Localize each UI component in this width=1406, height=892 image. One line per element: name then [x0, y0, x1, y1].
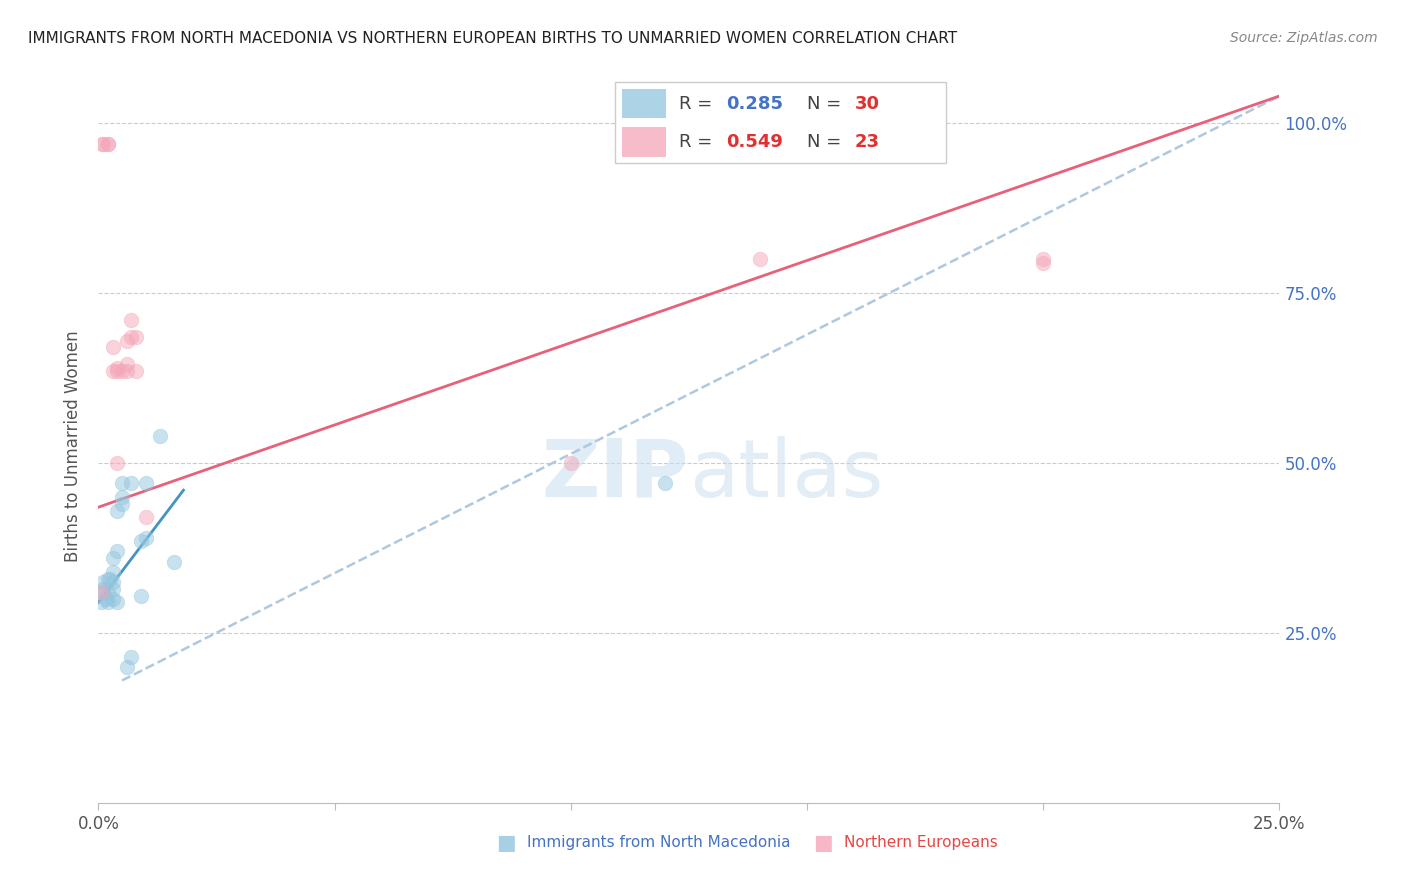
Point	[97, 585, 120, 599]
Point	[105, 456, 128, 470]
Point	[115, 660, 138, 674]
Point	[560, 456, 582, 470]
Point	[1032, 255, 1054, 269]
Point	[115, 364, 138, 378]
Point	[91, 585, 114, 599]
Text: IMMIGRANTS FROM NORTH MACEDONIA VS NORTHERN EUROPEAN BIRTHS TO UNMARRIED WOMEN C: IMMIGRANTS FROM NORTH MACEDONIA VS NORTH…	[28, 31, 957, 46]
Point	[111, 497, 134, 511]
Point	[129, 534, 152, 549]
Point	[748, 252, 770, 266]
Point	[111, 364, 134, 378]
Point	[135, 531, 157, 545]
Point	[129, 589, 152, 603]
Point	[101, 364, 124, 378]
Point	[105, 503, 128, 517]
Point	[105, 364, 128, 378]
Point	[115, 358, 138, 372]
Text: 0.549: 0.549	[727, 133, 783, 151]
Text: N =: N =	[807, 133, 848, 151]
Text: 30: 30	[855, 95, 880, 112]
Text: 0.285: 0.285	[727, 95, 783, 112]
Text: R =: R =	[679, 95, 718, 112]
Point	[121, 476, 143, 491]
Point	[115, 334, 138, 348]
Point	[111, 476, 134, 491]
Point	[94, 591, 117, 606]
Text: N =: N =	[807, 95, 848, 112]
Point	[101, 582, 124, 596]
Text: atlas: atlas	[689, 435, 883, 514]
Point	[121, 313, 143, 327]
Point	[101, 591, 124, 606]
Point	[135, 476, 157, 491]
Point	[91, 574, 114, 589]
Point	[91, 136, 114, 151]
Point	[101, 574, 124, 589]
Text: ■: ■	[813, 833, 832, 853]
Point	[90, 585, 112, 599]
Point	[163, 555, 186, 569]
Text: ZIP: ZIP	[541, 435, 689, 514]
FancyBboxPatch shape	[621, 127, 665, 157]
Point	[90, 595, 112, 609]
Point	[91, 136, 114, 151]
Text: R =: R =	[679, 133, 718, 151]
Point	[97, 136, 120, 151]
Point	[97, 136, 120, 151]
Point	[125, 364, 148, 378]
Text: Immigrants from North Macedonia: Immigrants from North Macedonia	[527, 836, 790, 850]
Point	[105, 360, 128, 375]
Point	[91, 582, 114, 596]
Point	[125, 330, 148, 344]
Y-axis label: Births to Unmarried Women: Births to Unmarried Women	[65, 330, 83, 562]
Text: Source: ZipAtlas.com: Source: ZipAtlas.com	[1230, 31, 1378, 45]
Text: Northern Europeans: Northern Europeans	[844, 836, 997, 850]
Point	[101, 565, 124, 579]
FancyBboxPatch shape	[614, 82, 946, 163]
Point	[101, 341, 124, 355]
Point	[105, 544, 128, 558]
Point	[101, 551, 124, 566]
Point	[149, 429, 172, 443]
Point	[97, 595, 120, 609]
Point	[135, 510, 157, 524]
Point	[105, 595, 128, 609]
Point	[654, 476, 676, 491]
Point	[1032, 252, 1054, 266]
Text: ■: ■	[496, 833, 516, 853]
Text: 23: 23	[855, 133, 880, 151]
Point	[97, 572, 120, 586]
Point	[98, 572, 121, 586]
Point	[121, 649, 143, 664]
Point	[121, 330, 143, 344]
FancyBboxPatch shape	[621, 89, 665, 119]
Point	[111, 490, 134, 504]
